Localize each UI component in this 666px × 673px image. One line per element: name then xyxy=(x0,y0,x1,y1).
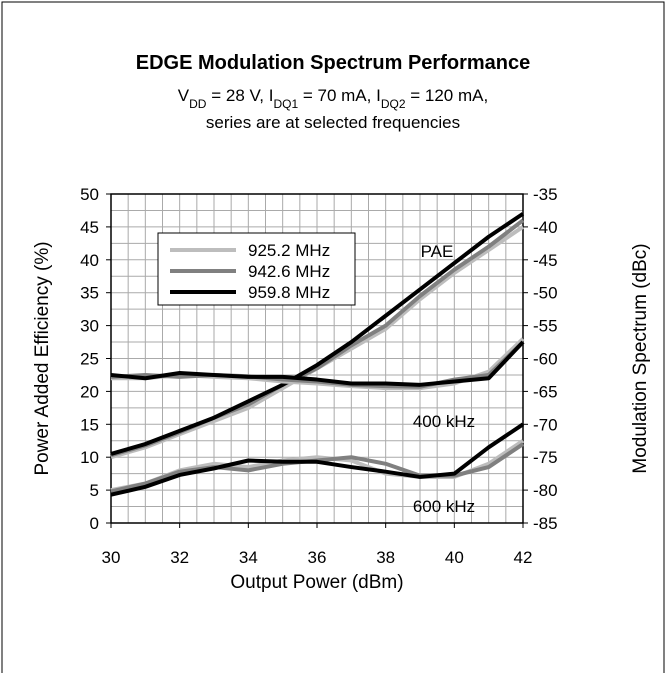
subtitle: VDD = 28 V, IDQ1 = 70 mA, IDQ2 = 120 mA, xyxy=(178,86,488,111)
y-tick-label: 50 xyxy=(80,185,99,204)
y-tick-label: 45 xyxy=(80,218,99,237)
y2-tick-label: -75 xyxy=(533,448,558,467)
annotation: 400 kHz xyxy=(413,412,475,431)
y2-tick-label: -65 xyxy=(533,382,558,401)
series-line xyxy=(110,422,525,497)
x-tick-label: 42 xyxy=(514,548,533,567)
y-tick-label: 25 xyxy=(80,350,99,369)
x-tick-label: 32 xyxy=(170,548,189,567)
y-tick-label: 35 xyxy=(80,284,99,303)
y2-tick-label: -70 xyxy=(533,415,558,434)
y-tick-label: 5 xyxy=(90,481,99,500)
y-tick-label: 30 xyxy=(80,317,99,336)
x-tick-label: 38 xyxy=(376,548,395,567)
y2-tick-label: -50 xyxy=(533,284,558,303)
y2-tick-label: -60 xyxy=(533,350,558,369)
legend: 925.2 MHz 942.6 MHz 959.8 MHz xyxy=(157,232,356,306)
y-tick-label: 10 xyxy=(80,448,99,467)
chart-title: EDGE Modulation Spectrum Performance xyxy=(136,52,531,74)
x-tick-label: 34 xyxy=(239,548,258,567)
subtitle-part: = 28 V, I xyxy=(206,86,273,105)
x-axis-label: Output Power (dBm) xyxy=(230,572,403,593)
y-tick-label: 15 xyxy=(80,415,99,434)
subtitle-part: = 120 mA, xyxy=(406,86,489,105)
y-tick-label: 40 xyxy=(80,251,99,270)
y-tick-label: 20 xyxy=(80,382,99,401)
y2-tick-label: -45 xyxy=(533,251,558,270)
subtitle: series are at selected frequencies xyxy=(206,113,460,132)
y2-tick-label: -35 xyxy=(533,185,558,204)
subtitle-part: = 70 mA, I xyxy=(298,86,381,105)
series-line xyxy=(110,212,525,456)
y2-axis-label: Modulation Spectrum (dBc) xyxy=(630,243,651,473)
y2-tick-label: -85 xyxy=(533,514,558,533)
y2-tick-label: -40 xyxy=(533,218,558,237)
series-line xyxy=(110,340,525,387)
y2-tick-label: -80 xyxy=(533,481,558,500)
y2-tick-label: -55 xyxy=(533,317,558,336)
legend-label: 925.2 MHz xyxy=(248,241,330,260)
x-tick-label: 40 xyxy=(445,548,464,567)
subtitle-part: DQ1 xyxy=(273,97,298,111)
subtitle-part: DQ2 xyxy=(381,97,406,111)
x-tick-label: 36 xyxy=(308,548,327,567)
y-axis-label: Power Added Efficiency (%) xyxy=(32,241,53,475)
y-tick-label: 0 xyxy=(90,514,99,533)
subtitle-part: V xyxy=(178,86,190,105)
x-tick-label: 30 xyxy=(102,548,121,567)
subtitle-part: DD xyxy=(189,97,207,111)
annotation: PAE xyxy=(421,242,454,261)
legend-label: 959.8 MHz xyxy=(248,283,330,302)
annotation: 600 kHz xyxy=(413,497,475,516)
legend-label: 942.6 MHz xyxy=(248,262,330,281)
